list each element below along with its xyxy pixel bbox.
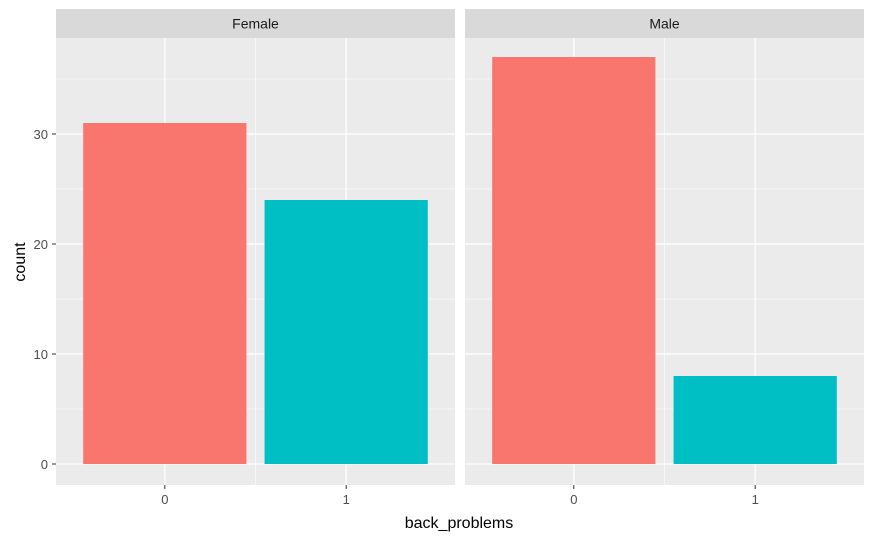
bar-male-0: [492, 57, 656, 464]
facet-strip-label: Female: [232, 16, 279, 32]
bar-male-1: [673, 376, 837, 464]
y-axis-title: count: [12, 242, 29, 282]
y-tick-label: 10: [34, 347, 48, 362]
facet-strip-label: Male: [649, 16, 680, 32]
y-axis: 0 10 20 30: [34, 127, 56, 472]
bar-female-0: [83, 123, 247, 464]
x-tick-label: 1: [752, 492, 759, 507]
facet-panel-male: Male: [465, 9, 864, 485]
y-tick-label: 0: [41, 457, 48, 472]
x-axis: 0 1 0 1: [161, 485, 759, 507]
x-axis-title: back_problems: [405, 515, 514, 532]
x-tick-label: 0: [161, 492, 168, 507]
bar-female-1: [264, 200, 428, 464]
panels: Female Male: [56, 9, 864, 485]
facet-panel-female: Female: [56, 9, 455, 485]
facet-strip: [465, 9, 864, 38]
x-tick-label: 1: [343, 492, 350, 507]
facet-strip: [56, 9, 455, 38]
y-tick-label: 20: [34, 237, 48, 252]
y-tick-label: 30: [34, 127, 48, 142]
x-tick-label: 0: [570, 492, 577, 507]
